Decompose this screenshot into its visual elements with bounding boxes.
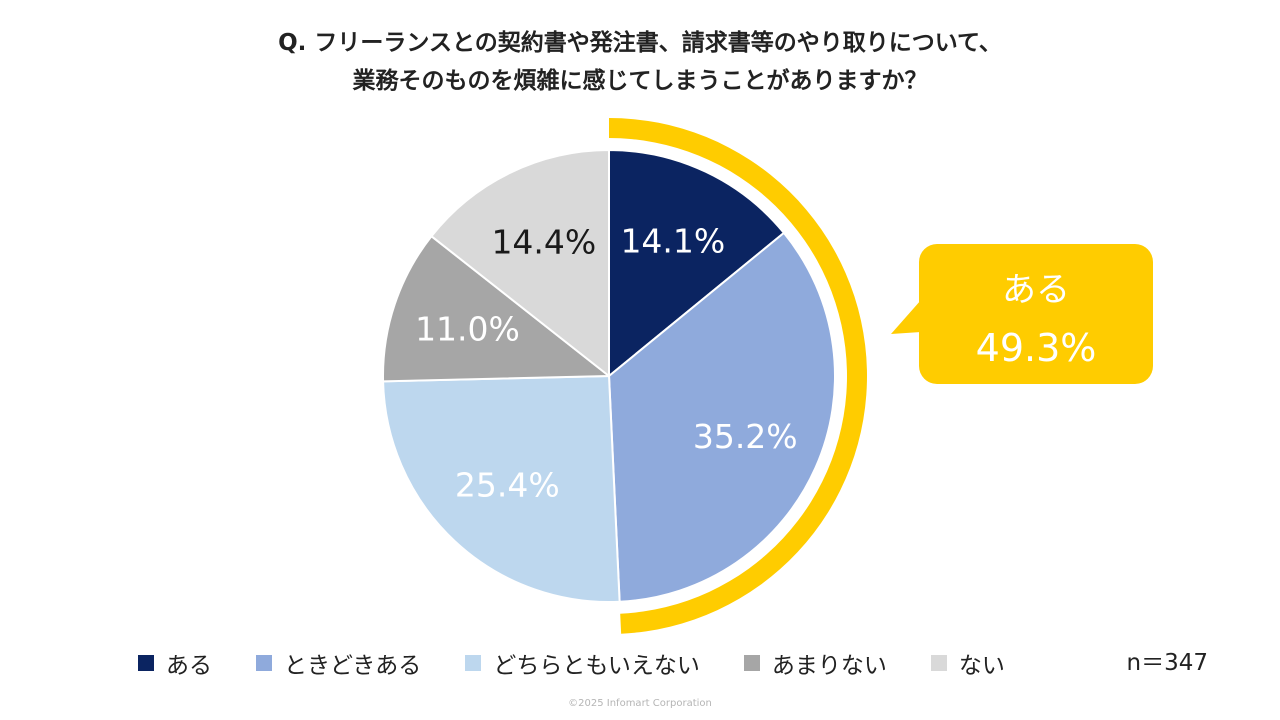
legend-label-nai: ない bbox=[958, 653, 1005, 679]
legend-item-dochiratomo-ienai: どちらともいえない bbox=[465, 646, 700, 680]
chart-title-line-2: 業務そのものを煩雑に感じてしまうことがありますか？ bbox=[352, 68, 928, 94]
highlight-callout-value: 49.3% bbox=[976, 326, 1097, 370]
sample-size-label: n＝347 bbox=[1126, 650, 1208, 676]
pie-slice-dochiratomo-ienai bbox=[382, 375, 621, 603]
slice-label-nai: 14.4% bbox=[491, 222, 596, 261]
legend-swatch-dochiratomo-ienai bbox=[465, 655, 482, 671]
chart-title: Q. フリーランスとの契約書や発注書、請求書等のやり取りについて、 業務そのもの… bbox=[0, 24, 1280, 100]
slice-label-amari-nai: 11.0% bbox=[415, 309, 520, 348]
legend-item-amari-nai: あまりない bbox=[743, 646, 887, 680]
legend-swatch-tokidoki-aru bbox=[256, 655, 272, 671]
highlight-callout-label: ある bbox=[1002, 270, 1070, 310]
legend-label-aru: ある bbox=[166, 653, 212, 679]
highlight-callout-pointer bbox=[891, 300, 921, 334]
slice-label-tokidoki-aru: 35.2% bbox=[693, 417, 798, 456]
legend-swatch-aru bbox=[138, 655, 154, 671]
legend-label-tokidoki-aru: ときどきある bbox=[284, 653, 422, 679]
pie-slice-aru bbox=[608, 149, 785, 377]
copyright-footer: ©2025 Infomart Corporation bbox=[568, 698, 712, 709]
legend-item-aru: ある bbox=[138, 646, 212, 680]
slice-label-aru: 14.1% bbox=[620, 222, 725, 261]
slice-label-dochiratomo-ienai: 25.4% bbox=[455, 466, 560, 505]
legend-swatch-amari-nai bbox=[743, 655, 760, 671]
legend: ある ときどきある どちらともいえない あまりない ない bbox=[138, 645, 1049, 681]
legend-swatch-nai bbox=[930, 655, 947, 671]
pie-slice-nai bbox=[430, 149, 610, 377]
legend-item-nai: ない bbox=[930, 646, 1005, 680]
highlight-callout bbox=[919, 244, 1153, 384]
pie-slice-amari-nai bbox=[382, 235, 610, 383]
legend-label-amari-nai: あまりない bbox=[771, 653, 887, 679]
legend-item-tokidoki-aru: ときどきある bbox=[256, 646, 421, 680]
legend-label-dochiratomo-ienai: どちらともいえない bbox=[493, 653, 700, 679]
pie-slice-tokidoki-aru bbox=[608, 231, 836, 603]
chart-title-line-1: Q. フリーランスとの契約書や発注書、請求書等のやり取りについて、 bbox=[278, 30, 1002, 56]
